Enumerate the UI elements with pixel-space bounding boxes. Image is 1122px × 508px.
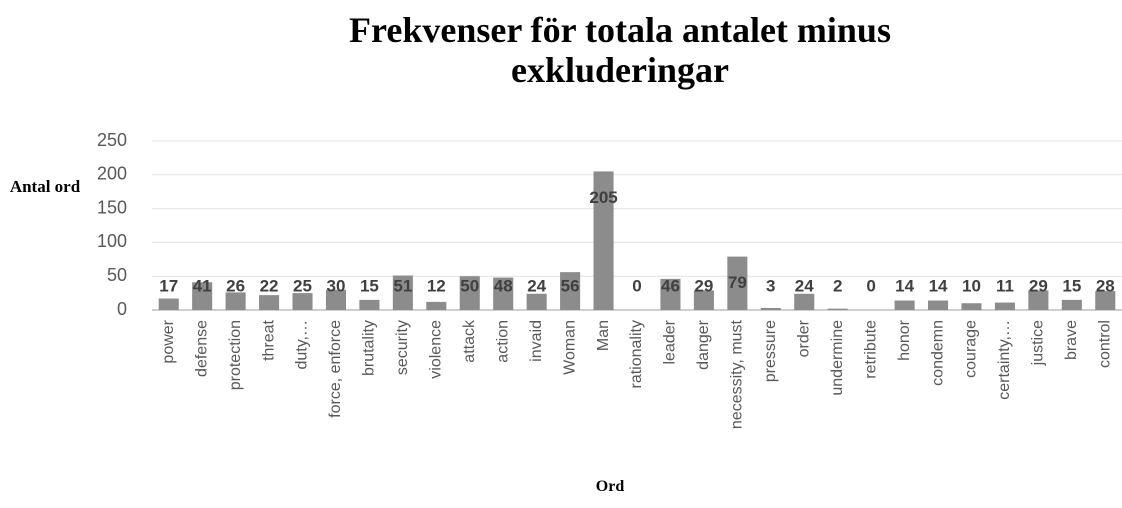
bar: [225, 292, 246, 310]
data-label: 41: [193, 276, 212, 295]
x-tick-label: violence: [428, 320, 445, 379]
bar: [827, 308, 848, 310]
bar: [325, 289, 346, 310]
bar: [426, 301, 447, 310]
y-axis-label: Antal ord: [9, 177, 81, 196]
data-label: 12: [427, 276, 446, 295]
bar: [794, 293, 815, 310]
data-label: 10: [962, 276, 981, 295]
data-label: 2: [833, 276, 842, 295]
x-tick-label: leader: [662, 319, 679, 364]
bar: [259, 295, 280, 310]
data-label: 11: [996, 276, 1014, 295]
x-tick-label: duty,…: [294, 320, 311, 370]
x-tick-label: brutality: [361, 320, 378, 376]
data-label: 15: [1062, 276, 1081, 295]
x-tick-label: brave: [1063, 320, 1080, 360]
data-label: 0: [632, 276, 641, 295]
data-label: 26: [226, 276, 245, 295]
bar: [760, 307, 781, 310]
data-label: 3: [766, 276, 775, 295]
x-tick-label: justice: [1030, 320, 1047, 366]
data-label: 14: [929, 276, 948, 295]
y-tick-label: 250: [97, 130, 127, 150]
data-label: 48: [494, 276, 513, 295]
data-label: 205: [589, 188, 617, 207]
y-tick-label: 150: [97, 197, 127, 217]
data-label: 28: [1096, 276, 1115, 295]
data-label: 0: [866, 276, 875, 295]
bar: [1028, 290, 1049, 310]
bar: [292, 293, 313, 310]
x-tick-label: pressure: [762, 320, 779, 382]
data-label: 79: [728, 273, 747, 292]
x-tick-label: danger: [695, 319, 712, 369]
x-tick-label: honor: [896, 319, 913, 361]
y-tick-label: 50: [107, 265, 127, 285]
x-tick-label: Man: [595, 320, 612, 351]
bar: [994, 302, 1015, 310]
x-tick-label: condemn: [929, 320, 946, 386]
x-tick-label: rationality: [628, 320, 645, 388]
x-tick-label: undermine: [829, 320, 846, 396]
bar: [158, 298, 179, 310]
data-label: 24: [795, 276, 814, 295]
x-tick-label: protection: [227, 320, 244, 390]
data-label: 46: [661, 276, 680, 295]
bar: [526, 293, 547, 310]
data-label: 24: [527, 276, 546, 295]
data-label: 15: [360, 276, 379, 295]
x-tick-label: courage: [963, 320, 980, 378]
data-label: 30: [327, 276, 346, 295]
bar: [192, 282, 213, 310]
bar: [392, 275, 413, 310]
bar: [359, 299, 380, 310]
data-label: 51: [393, 276, 412, 295]
bar: [928, 300, 949, 310]
x-tick-label: control: [1096, 320, 1113, 368]
bar: [560, 272, 581, 310]
bar: [593, 171, 614, 310]
data-label: 29: [694, 276, 713, 295]
y-tick-label: 100: [97, 231, 127, 251]
bar: [727, 256, 748, 310]
x-tick-label: attack: [461, 319, 478, 363]
x-tick-label: order: [795, 319, 812, 357]
bar: [1061, 299, 1082, 310]
data-label: 29: [1029, 276, 1048, 295]
data-label: 22: [260, 276, 279, 295]
x-tick-label: necessity, must: [729, 319, 746, 429]
x-axis-label: Ord: [595, 478, 625, 495]
bar: [961, 303, 982, 310]
data-label: 50: [460, 276, 479, 295]
x-tick-label: action: [494, 320, 511, 363]
x-tick-label: threat: [260, 319, 277, 360]
bar: [894, 300, 915, 310]
y-tick-label: 0: [117, 299, 127, 319]
x-tick-label: security: [394, 320, 411, 375]
bar: [1095, 291, 1116, 310]
x-tick-label: certainty,…: [996, 320, 1013, 400]
x-tick-label: power: [160, 319, 177, 363]
data-label: 17: [159, 276, 178, 295]
data-label: 56: [561, 276, 580, 295]
bar: [660, 278, 681, 310]
y-tick-label: 200: [97, 164, 127, 184]
x-tick-label: defense: [193, 320, 210, 377]
x-tick-label: retribute: [862, 320, 879, 379]
x-tick-label: invaid: [528, 320, 545, 362]
x-tick-label: Woman: [561, 320, 578, 375]
data-label: 25: [293, 276, 312, 295]
data-label: 14: [895, 276, 914, 295]
x-tick-label: force, enforce: [327, 320, 344, 418]
bar: [693, 290, 714, 310]
bar: [459, 276, 480, 310]
chart-title: Frekvenser för totala antalet minus exkl…: [349, 10, 891, 90]
bar: [493, 277, 514, 310]
